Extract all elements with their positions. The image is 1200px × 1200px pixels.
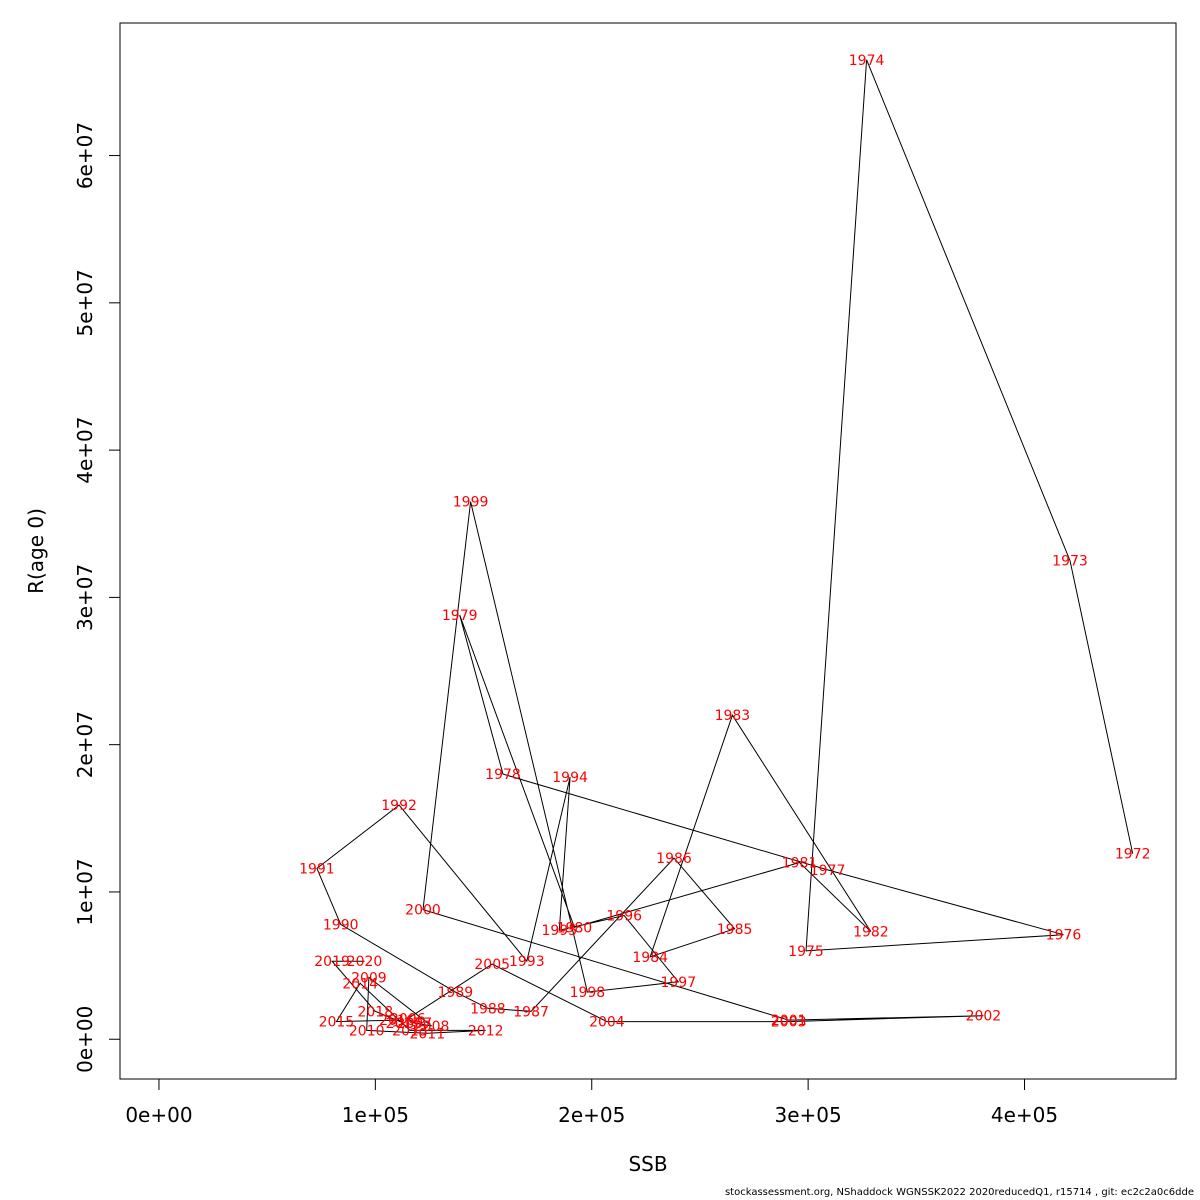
year-label-2016: 2016: [379, 1013, 415, 1029]
y-tick-label: 2e+07: [73, 711, 97, 778]
year-label-1998: 1998: [570, 985, 606, 1001]
x-tick-label: 3e+05: [775, 1103, 842, 1127]
plot-frame: [119, 22, 1177, 1080]
y-tick-label: 4e+07: [73, 416, 97, 483]
year-label-1979: 1979: [442, 608, 478, 624]
y-tick-label: 6e+07: [73, 122, 97, 189]
year-label-2020: 2020: [347, 954, 383, 970]
year-label-1974: 1974: [849, 53, 885, 69]
year-label-2007: 2007: [396, 1016, 432, 1032]
year-label-1973: 1973: [1052, 554, 1088, 570]
year-label-1972: 1972: [1115, 847, 1151, 863]
year-label-1976: 1976: [1046, 928, 1082, 944]
year-label-1978: 1978: [485, 767, 521, 783]
year-label-2015: 2015: [319, 1015, 355, 1031]
year-label-1997: 1997: [660, 975, 696, 991]
year-label-1981: 1981: [782, 856, 818, 872]
year-label-1983: 1983: [715, 708, 751, 724]
y-tick-label: 5e+07: [73, 269, 97, 336]
year-label-2014: 2014: [342, 976, 378, 992]
year-label-2009: 2009: [351, 970, 387, 986]
year-label-2006: 2006: [390, 1012, 426, 1028]
year-label-1999: 1999: [453, 495, 489, 511]
y-tick-label: 0e+00: [73, 1006, 97, 1073]
year-label-1994: 1994: [552, 770, 588, 786]
x-tick-label: 4e+05: [991, 1103, 1058, 1127]
year-label-1985: 1985: [717, 922, 753, 938]
year-label-2010: 2010: [349, 1023, 385, 1039]
year-label-1988: 1988: [470, 1001, 506, 1017]
year-label-2001: 2001: [771, 1013, 807, 1029]
x-axis-title: SSB: [628, 1152, 667, 1176]
x-tick-label: 2e+05: [558, 1103, 625, 1127]
year-label-1991: 1991: [299, 861, 335, 877]
year-label-2005: 2005: [474, 957, 510, 973]
year-label-2004: 2004: [589, 1015, 625, 1031]
year-label-2018: 2018: [357, 1004, 393, 1020]
year-label-1982: 1982: [853, 925, 889, 941]
year-label-1989: 1989: [438, 985, 474, 1001]
year-label-1990: 1990: [323, 917, 359, 933]
year-label-2002: 2002: [966, 1009, 1002, 1025]
year-label-1986: 1986: [656, 851, 692, 867]
x-tick-label: 0e+00: [125, 1103, 192, 1127]
year-label-2019: 2019: [314, 954, 350, 970]
year-label-1975: 1975: [788, 944, 824, 960]
recruitment-series-line: [316, 59, 1134, 1034]
footer-credit: stockassessment.org, NShaddock WGNSSK202…: [724, 1187, 1194, 1198]
year-label-1987: 1987: [513, 1004, 549, 1020]
year-label-1992: 1992: [381, 798, 417, 814]
x-tick-label: 1e+05: [342, 1103, 409, 1127]
year-label-1995: 1995: [541, 923, 577, 939]
y-tick-label: 1e+07: [73, 858, 97, 925]
year-labels: 1972 1973 1974 1975 1976 1977 1978 1979 1980 1981…: [299, 53, 1150, 1043]
year-label-1980: 1980: [557, 920, 593, 936]
year-label-2003: 2003: [771, 1015, 807, 1031]
year-label-2008: 2008: [414, 1019, 450, 1035]
y-axis-title: R(age 0): [24, 508, 48, 594]
year-label-1977: 1977: [810, 863, 846, 879]
year-label-1984: 1984: [632, 950, 668, 966]
y-tick-label: 3e+07: [73, 564, 97, 631]
year-label-2011: 2011: [409, 1026, 445, 1042]
year-label-1996: 1996: [606, 909, 642, 925]
y-axis: 0e+00 1e+07 2e+07 3e+07 4e+07 5e+07 6e+07: [73, 122, 121, 1073]
x-axis: 0e+00 1e+05 2e+05 3e+05 4e+05: [125, 1078, 1058, 1127]
year-label-1993: 1993: [509, 954, 545, 970]
year-label-2000: 2000: [405, 903, 441, 919]
year-label-2017: 2017: [386, 1016, 422, 1032]
year-label-2013: 2013: [392, 1023, 428, 1039]
year-label-2012: 2012: [468, 1023, 504, 1039]
